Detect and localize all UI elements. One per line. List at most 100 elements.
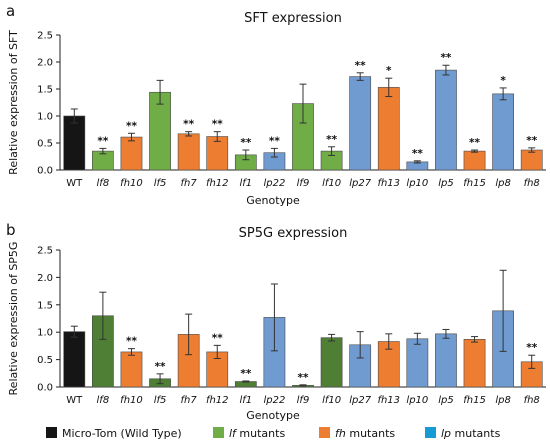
significance-label: ** xyxy=(526,342,537,354)
chart-title: SFT expression xyxy=(244,11,342,26)
significance-label: ** xyxy=(526,135,537,147)
significance-label: ** xyxy=(412,148,423,160)
y-tick-label: 2.0 xyxy=(37,273,53,284)
legend-label-lf: lf mutants xyxy=(229,427,285,440)
x-tick-label: lf1 xyxy=(239,178,252,189)
chart-panel-a: a SFT expression Relative expression of SF… xyxy=(6,2,546,207)
x-tick-label: lf5 xyxy=(154,178,167,189)
bar-fh10 xyxy=(120,351,143,388)
x-tick-label: lf9 xyxy=(297,395,310,406)
y-tick-label: 2.5 xyxy=(37,31,53,42)
legend-label-italic: lp xyxy=(441,427,451,440)
x-tick-label: fh12 xyxy=(206,395,229,406)
legend-swatch-wt xyxy=(46,427,57,438)
y-tick-label: 1.5 xyxy=(37,300,53,311)
significance-label: ** xyxy=(355,60,366,72)
x-tick-label: fh13 xyxy=(377,395,400,406)
bar-lp5 xyxy=(435,333,457,388)
x-tick-label: lp10 xyxy=(406,178,428,189)
x-tick-label: lp5 xyxy=(438,395,454,406)
x-tick-label: lp10 xyxy=(406,395,428,406)
y-tick-label: 0.5 xyxy=(37,139,53,150)
bar-fh7 xyxy=(177,133,200,171)
bar-fh8 xyxy=(520,149,543,171)
x-tick-label: lf10 xyxy=(322,178,341,189)
bar-lp10 xyxy=(406,338,429,388)
x-tick-label: lp22 xyxy=(263,395,285,406)
x-tick-label: fh15 xyxy=(463,395,486,406)
bar-lf10 xyxy=(320,337,343,388)
y-tick-label: 0.5 xyxy=(37,355,53,366)
legend-label-italic: lf xyxy=(229,427,238,440)
x-axis-title: Genotype xyxy=(246,194,300,207)
bar-fh10 xyxy=(120,136,143,171)
bar-fh15 xyxy=(463,150,486,171)
y-tick-label: 2.0 xyxy=(37,58,53,69)
x-tick-label: lp22 xyxy=(263,178,285,189)
x-tick-label: lp5 xyxy=(438,178,454,189)
significance-label: ** xyxy=(269,135,280,147)
significance-label: ** xyxy=(155,361,166,373)
legend-label-rest: mutants xyxy=(451,427,501,440)
x-tick-label: lp8 xyxy=(495,178,511,189)
bar-WT xyxy=(63,331,86,388)
x-tick-label: lf10 xyxy=(322,395,341,406)
x-tick-label: lp27 xyxy=(349,395,371,406)
x-tick-label: lf1 xyxy=(239,395,252,406)
x-tick-label: fh7 xyxy=(181,395,198,406)
y-tick-label: 2.5 xyxy=(37,246,53,257)
significance-label: ** xyxy=(326,134,337,146)
bar-WT xyxy=(63,115,86,171)
x-tick-label: lf5 xyxy=(154,395,167,406)
y-tick-label: 1.0 xyxy=(37,112,53,123)
significance-label: ** xyxy=(212,332,223,344)
legend-swatch-lf xyxy=(213,427,224,438)
x-tick-label: WT xyxy=(66,178,83,189)
x-tick-label: fh8 xyxy=(524,178,540,189)
significance-label: ** xyxy=(212,119,223,131)
significance-label: ** xyxy=(126,120,137,132)
significance-label: ** xyxy=(126,336,137,348)
bar-lp5 xyxy=(435,69,457,171)
significance-label: ** xyxy=(298,372,309,384)
legend-swatch-fh xyxy=(319,427,330,438)
bar-fh15 xyxy=(463,339,486,388)
x-tick-label: fh10 xyxy=(120,395,143,406)
x-tick-label: lf9 xyxy=(297,178,310,189)
chart-panel-b: b SP5G expression Relative expression of S… xyxy=(6,221,546,422)
panel-letter: a xyxy=(6,2,15,20)
significance-label: ** xyxy=(240,368,251,380)
y-tick-label: 0.0 xyxy=(37,166,53,177)
x-tick-label: fh10 xyxy=(120,178,143,189)
chart-title: SP5G expression xyxy=(239,226,348,241)
bar-lp27 xyxy=(349,76,372,171)
x-tick-label: lp27 xyxy=(349,178,371,189)
significance-label: * xyxy=(386,65,392,77)
legend-swatch-lp xyxy=(425,427,436,438)
panel-letter: b xyxy=(6,221,16,239)
x-axis-title: Genotype xyxy=(246,409,300,422)
x-tick-label: lf8 xyxy=(97,395,110,406)
legend-label-rest: mutants xyxy=(346,427,396,440)
y-axis-title: Relative expression of SP5G xyxy=(7,242,20,396)
x-tick-label: fh12 xyxy=(206,178,229,189)
significance-label: ** xyxy=(240,137,251,149)
significance-label: ** xyxy=(183,119,194,131)
x-tick-label: fh7 xyxy=(181,178,198,189)
x-tick-label: lp8 xyxy=(495,395,511,406)
x-tick-label: fh15 xyxy=(463,178,486,189)
legend-label-fh: fh mutants xyxy=(335,427,395,440)
significance-label: ** xyxy=(469,137,480,149)
bar-fh13 xyxy=(377,87,400,171)
bar-lp8 xyxy=(492,93,514,171)
y-tick-label: 0.0 xyxy=(37,383,53,394)
x-tick-label: lf8 xyxy=(97,178,110,189)
legend-label-lp: lp mutants xyxy=(441,427,501,440)
x-tick-label: fh13 xyxy=(377,178,400,189)
significance-label: ** xyxy=(440,52,451,64)
legend: Micro-Tom (Wild Type) lf mutants fh mutant… xyxy=(46,427,501,440)
y-axis-title: Relative expression of SFT xyxy=(7,30,20,175)
legend-label-rest: mutants xyxy=(236,427,286,440)
x-tick-label: fh8 xyxy=(524,395,540,406)
